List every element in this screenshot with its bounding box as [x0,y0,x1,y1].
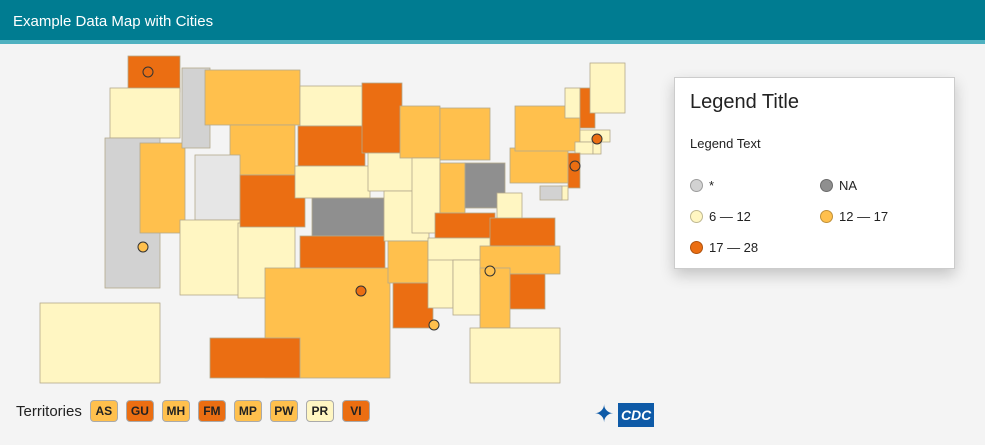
state-wa[interactable] [127,55,181,93]
territory-mp[interactable]: MP [233,400,262,422]
state-md[interactable] [539,185,563,201]
city-marker-boston[interactable] [591,133,603,145]
state-ct[interactable] [574,141,594,155]
state-mi[interactable] [439,107,491,161]
us-map [39,55,626,384]
state-wy[interactable] [229,124,296,176]
state-ga[interactable] [479,267,511,329]
territories-label: Territories [16,402,82,420]
legend-item: 6 — 12 [690,209,751,224]
state-mn[interactable] [361,82,403,154]
city-marker-dallas[interactable] [355,285,367,297]
state-ne[interactable] [294,165,371,199]
city-marker-los-angeles[interactable] [137,241,149,253]
state-ak[interactable] [39,302,161,384]
territories: Territories AS GU MH FM MP PW PR VI [16,400,378,422]
state-wi[interactable] [399,105,441,159]
legend-item-label: NA [839,178,858,193]
legend: Legend Title Legend Text * NA 6 — 12 12 — 1… [674,77,955,269]
state-sd[interactable] [297,125,366,167]
legend-item-label: 12 — 17 [839,209,889,224]
legend-title: Legend Title [690,91,799,113]
hhs-eagle-icon: ✦ [594,401,615,428]
city-marker-new-york[interactable] [569,160,581,172]
page-title: Example Data Map with Cities [13,13,214,30]
state-ks[interactable] [311,197,385,237]
state-fl[interactable] [469,327,561,384]
state-nd[interactable] [299,85,366,127]
territory-as[interactable]: AS [89,400,118,422]
cdc-logo-mark: CDC [618,402,655,427]
territory-fm[interactable]: FM [197,400,226,422]
legend-swatch [690,179,703,192]
legend-swatch [690,241,703,254]
legend-item: 17 — 28 [690,240,758,255]
state-az[interactable] [179,219,241,296]
city-marker-atlanta[interactable] [484,265,496,277]
legend-item-label: 17 — 28 [709,240,759,255]
state-hi[interactable] [209,337,301,379]
state-al[interactable] [452,259,482,316]
state-ky[interactable] [434,212,496,239]
legend-text: Legend Text [690,136,761,151]
legend-item: * [690,178,714,193]
header: Example Data Map with Cities [0,0,985,44]
territory-vi[interactable]: VI [341,400,370,422]
city-marker-seattle[interactable] [142,66,154,78]
cdc-logo: ✦ CDC [594,400,655,429]
state-mt[interactable] [204,69,301,126]
legend-item: 12 — 17 [820,209,888,224]
state-va[interactable] [489,217,556,247]
legend-item-label: * [709,178,715,193]
territory-mh[interactable]: MH [161,400,190,422]
state-vt[interactable] [564,87,581,119]
state-co[interactable] [239,174,306,228]
state-nv[interactable] [139,142,186,234]
state-or[interactable] [109,87,181,139]
legend-swatch [690,210,703,223]
state-ia[interactable] [367,152,414,192]
state-ut[interactable] [194,154,241,221]
state-ar[interactable] [387,240,429,284]
legend-item: NA [820,178,857,193]
legend-item-label: 6 — 12 [709,209,751,224]
state-me[interactable] [589,62,626,114]
legend-swatch [820,210,833,223]
territory-pw[interactable]: PW [269,400,298,422]
legend-swatch [820,179,833,192]
city-marker-new-orleans[interactable] [428,319,440,331]
state-in[interactable] [439,162,466,214]
state-pa[interactable] [509,147,569,184]
territory-gu[interactable]: GU [125,400,154,422]
territory-pr[interactable]: PR [305,400,334,422]
state-la[interactable] [392,282,434,329]
